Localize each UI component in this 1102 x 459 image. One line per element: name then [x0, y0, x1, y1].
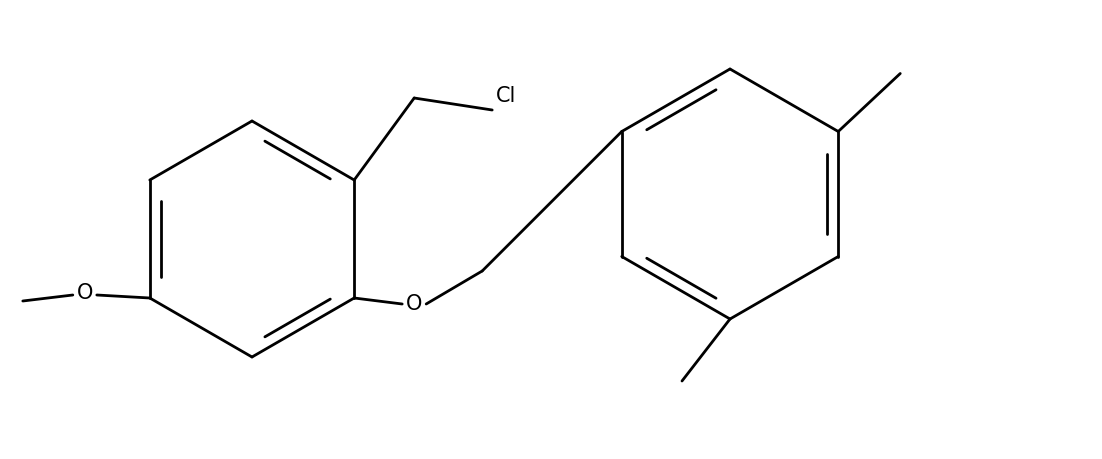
Text: O: O: [406, 294, 422, 314]
Text: Cl: Cl: [496, 86, 517, 106]
Text: O: O: [77, 283, 93, 303]
